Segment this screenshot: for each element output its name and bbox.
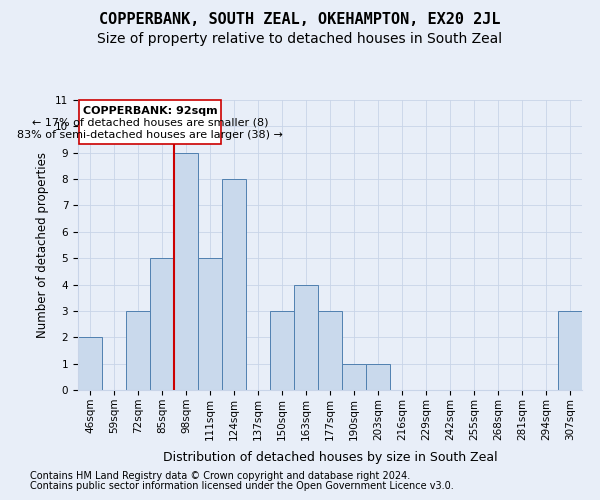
Text: 83% of semi-detached houses are larger (38) →: 83% of semi-detached houses are larger (… bbox=[17, 130, 283, 140]
Bar bbox=[342, 364, 366, 390]
Bar bbox=[318, 311, 342, 390]
Bar bbox=[366, 364, 390, 390]
Bar bbox=[174, 152, 198, 390]
Text: COPPERBANK: 92sqm: COPPERBANK: 92sqm bbox=[83, 106, 217, 116]
Bar bbox=[222, 179, 246, 390]
Bar bbox=[198, 258, 222, 390]
Text: ← 17% of detached houses are smaller (8): ← 17% of detached houses are smaller (8) bbox=[32, 117, 268, 127]
Bar bbox=[150, 258, 174, 390]
Y-axis label: Number of detached properties: Number of detached properties bbox=[37, 152, 49, 338]
Text: COPPERBANK, SOUTH ZEAL, OKEHAMPTON, EX20 2JL: COPPERBANK, SOUTH ZEAL, OKEHAMPTON, EX20… bbox=[99, 12, 501, 28]
Text: Size of property relative to detached houses in South Zeal: Size of property relative to detached ho… bbox=[97, 32, 503, 46]
Bar bbox=[126, 311, 150, 390]
Bar bbox=[294, 284, 318, 390]
Bar bbox=[78, 338, 102, 390]
Bar bbox=[79, 100, 221, 144]
Bar bbox=[558, 311, 582, 390]
Text: Distribution of detached houses by size in South Zeal: Distribution of detached houses by size … bbox=[163, 451, 497, 464]
Text: Contains public sector information licensed under the Open Government Licence v3: Contains public sector information licen… bbox=[30, 481, 454, 491]
Bar bbox=[270, 311, 294, 390]
Text: Contains HM Land Registry data © Crown copyright and database right 2024.: Contains HM Land Registry data © Crown c… bbox=[30, 471, 410, 481]
